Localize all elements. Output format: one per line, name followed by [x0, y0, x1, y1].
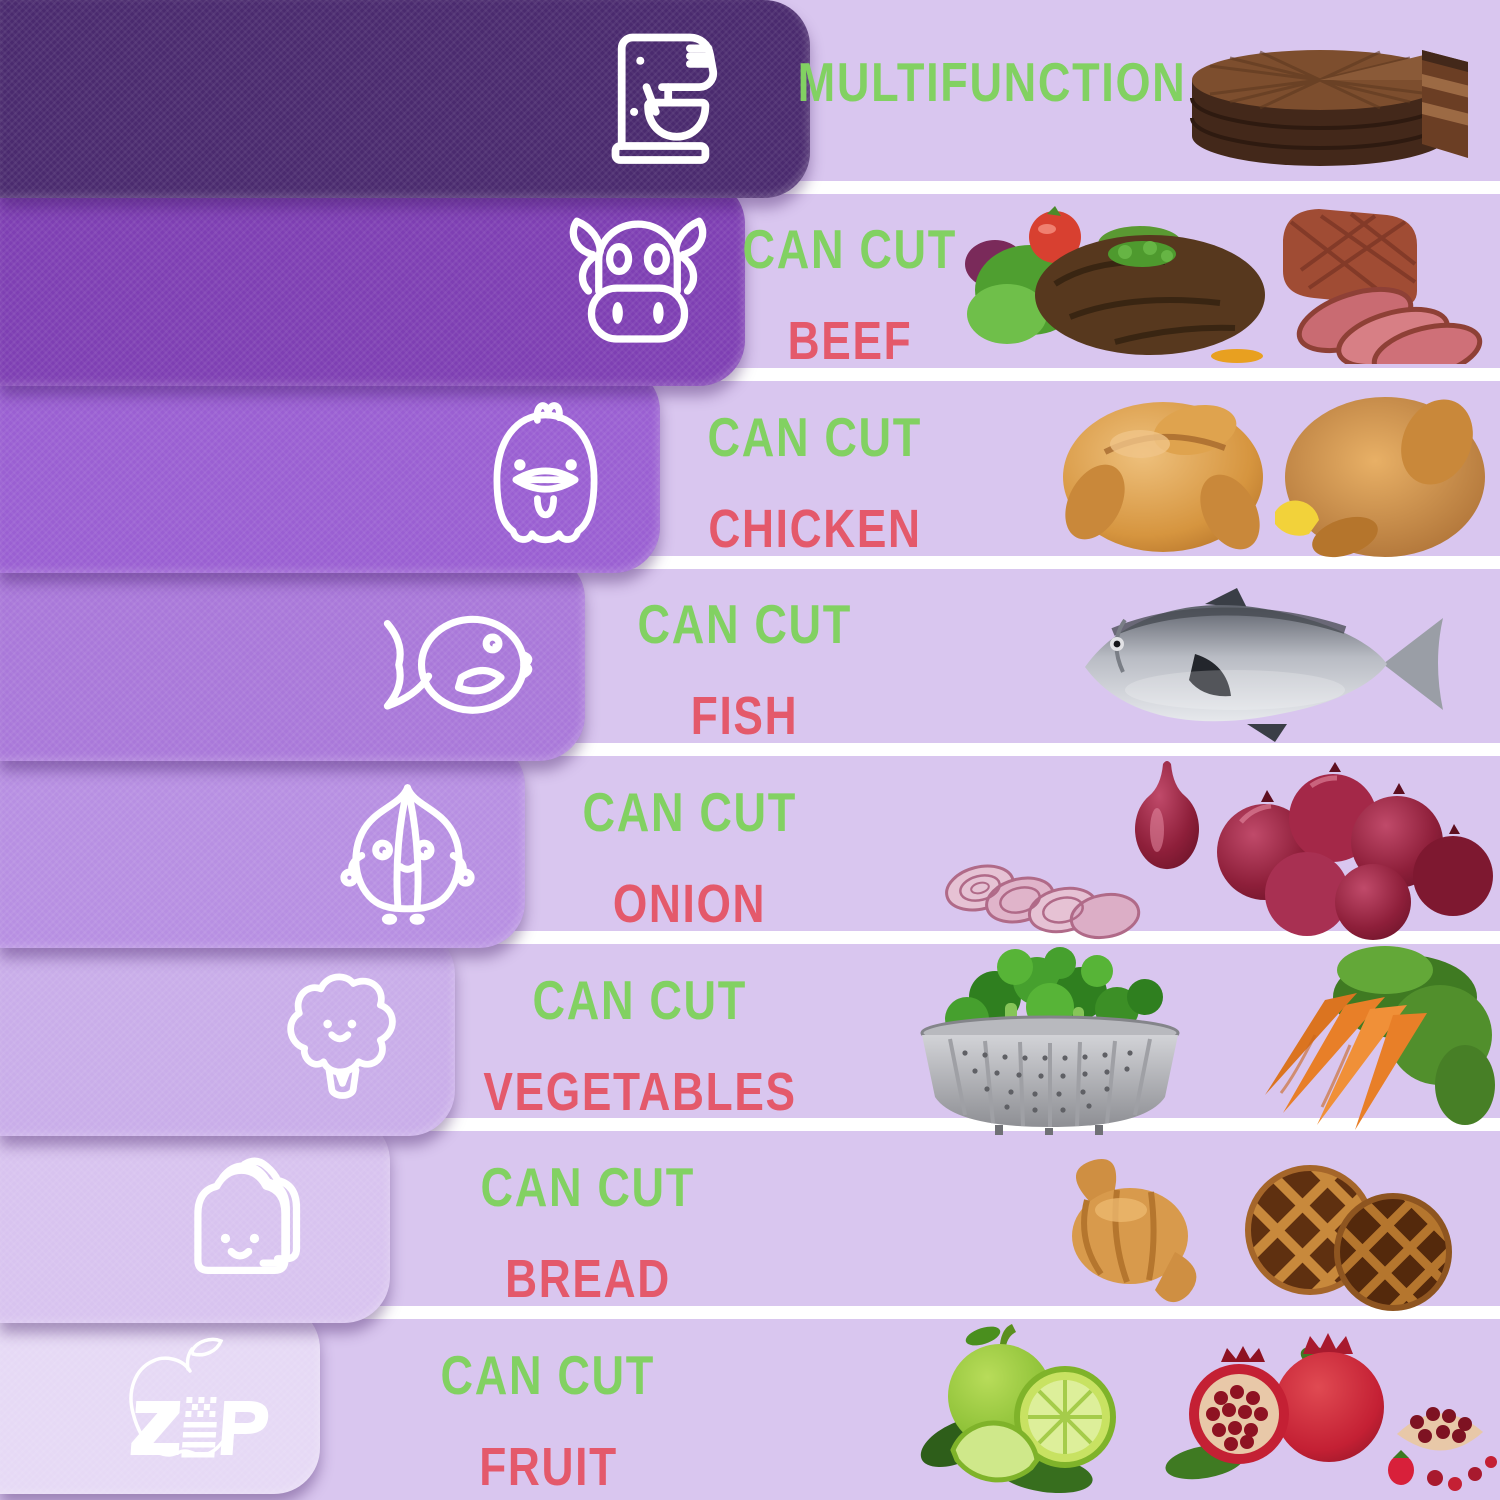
limes: [920, 1324, 1116, 1494]
cutting-board-4: [0, 553, 585, 761]
row-label-vegetables: CAN CUT VEGETABLES: [483, 969, 797, 1122]
photo-pomfret-fish: [1055, 582, 1455, 747]
photo-roast-chickens: [1045, 382, 1500, 562]
photo-chocolate-cake: [1170, 18, 1500, 183]
fish-icon: [372, 598, 552, 733]
row-label-onion: CAN CUT ONION: [582, 781, 798, 934]
row-label-fruit: CAN CUT FRUIT: [440, 1344, 656, 1497]
cutting-board-6: [0, 928, 455, 1136]
croissant: [1072, 1158, 1197, 1303]
cutting-board-8: [0, 1303, 320, 1494]
row-label-multifunction: MULTIFUNCTION: [755, 50, 1195, 114]
lattice-pastries: [1245, 1165, 1452, 1311]
cutting-board-2: [0, 178, 745, 386]
cow-icon: [558, 212, 718, 357]
pomegranate-seeds-and-strawberry: [1388, 1407, 1497, 1491]
garlic-icon: [330, 778, 485, 933]
row-label-beef: CAN CUT BEEF: [742, 218, 958, 371]
photo-red-onions: [935, 760, 1500, 940]
zp-logo: [130, 1397, 269, 1458]
photo-limes-and-pomegranates: [905, 1322, 1500, 1497]
broccoli-icon: [275, 955, 410, 1120]
row-label-chicken: CAN CUT CHICKEN: [707, 406, 923, 559]
photo-broccoli-and-carrots: [845, 945, 1495, 1135]
row-label-bread: CAN CUT BREAD: [480, 1156, 696, 1309]
carrot-bunch: [1265, 946, 1495, 1130]
apple-icon: [95, 1335, 285, 1490]
row-label-fish: CAN CUT FISH: [637, 593, 853, 746]
cutting-board-1: [0, 0, 810, 198]
chicken-icon: [478, 388, 613, 558]
pomegranates: [1165, 1333, 1384, 1480]
bread-icon: [180, 1150, 355, 1295]
label-multifunction: MULTIFUNCTION: [797, 51, 1187, 113]
broccoli-steamer: [920, 947, 1180, 1135]
photo-croissant-and-pastries: [1025, 1148, 1455, 1318]
cutting-board-5: [0, 740, 525, 948]
stand-mixer-icon: [600, 22, 755, 177]
photo-steak-and-roast-beef: [935, 192, 1500, 364]
